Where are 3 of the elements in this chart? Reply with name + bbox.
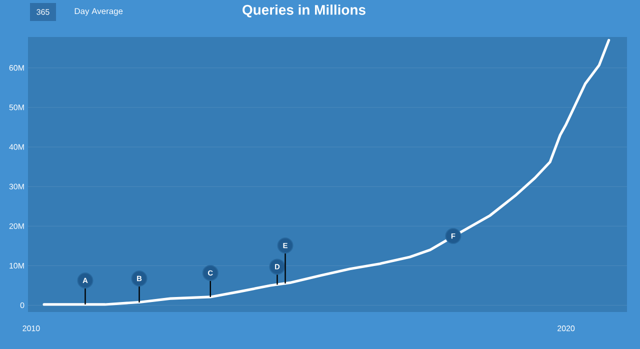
text: Day Average <box>74 8 123 16</box>
chart-title: Queries in Millions <box>242 4 366 18</box>
line-series <box>42 38 610 306</box>
